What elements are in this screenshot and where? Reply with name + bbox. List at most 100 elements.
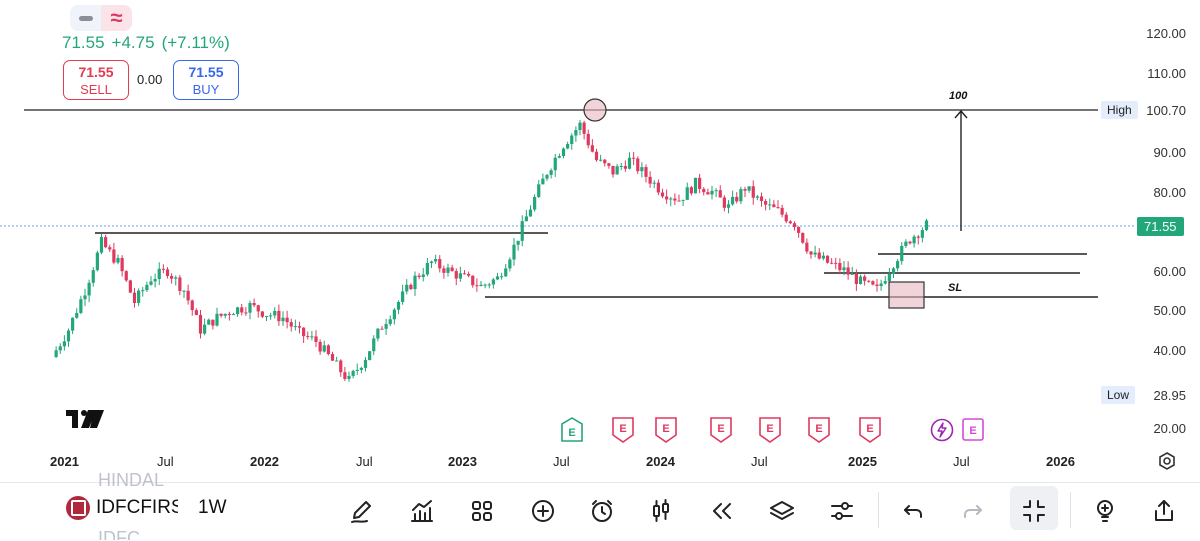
candle-body xyxy=(306,336,310,338)
price-chart[interactable]: 100 SL xyxy=(0,0,1200,482)
candle-body xyxy=(648,176,652,184)
settings-icon[interactable] xyxy=(1157,451,1177,471)
redo-icon[interactable] xyxy=(958,496,988,526)
x-tick: Jul xyxy=(751,454,768,469)
candle-body xyxy=(553,157,557,171)
candle-body xyxy=(157,268,161,280)
candle-body xyxy=(87,282,91,296)
peak-circle[interactable] xyxy=(583,98,607,122)
candle-body xyxy=(495,276,500,280)
candle-body xyxy=(413,275,417,290)
add-icon[interactable] xyxy=(528,496,558,526)
candle-body xyxy=(153,279,157,282)
candle-body xyxy=(792,223,797,228)
candle-body xyxy=(916,236,920,238)
candle-body xyxy=(289,322,293,327)
earnings-event-icon[interactable]: E xyxy=(859,417,881,443)
last-price: 71.55 xyxy=(62,33,105,52)
candle-body xyxy=(343,372,347,379)
buy-price: 71.55 xyxy=(188,64,224,80)
x-tick: Jul xyxy=(553,454,570,469)
replay-icon[interactable] xyxy=(707,496,737,526)
x-tick: 2022 xyxy=(250,454,279,469)
candle-body xyxy=(788,221,792,224)
candle-body xyxy=(850,273,854,275)
earnings-event-icon[interactable]: E xyxy=(710,417,732,443)
candle-body xyxy=(504,268,508,277)
candle-body xyxy=(780,207,784,215)
candle-body xyxy=(755,196,759,198)
candle-body xyxy=(619,166,623,168)
candle-body xyxy=(578,122,582,131)
candle-body xyxy=(120,257,124,272)
collapse-icon[interactable] xyxy=(1019,496,1049,526)
candle-body xyxy=(887,273,891,282)
candle-body xyxy=(438,259,442,269)
candle-body xyxy=(388,319,392,325)
target-label: 100 xyxy=(949,90,968,102)
low-tag-value: 28.95 xyxy=(1153,388,1186,403)
price-change-pct: (+7.11%) xyxy=(161,33,230,52)
earnings-event-icon[interactable]: E xyxy=(759,417,781,443)
symbol-selector[interactable]: IDFCFIRS xyxy=(66,496,178,520)
wave-icon[interactable]: ≈ xyxy=(101,5,132,31)
candle-body xyxy=(392,309,396,320)
symbol-scroll-prev[interactable]: HINDAL xyxy=(98,470,165,490)
high-tag-value: 100.70 xyxy=(1146,103,1186,118)
candle-body xyxy=(137,290,141,303)
candle-body xyxy=(574,130,578,136)
symbol-scroll-next[interactable]: IDFC xyxy=(98,528,140,540)
candles-icon[interactable] xyxy=(646,496,676,526)
candle-body xyxy=(809,251,813,255)
candle-body xyxy=(743,189,747,191)
event-icon[interactable]: E xyxy=(962,417,984,443)
candle-body xyxy=(685,187,689,200)
candle-body xyxy=(896,261,900,269)
candle-body xyxy=(673,198,677,201)
interval-button[interactable]: 1W xyxy=(198,497,227,518)
pen-icon[interactable] xyxy=(347,496,377,526)
candle-body xyxy=(830,262,834,264)
candle-series xyxy=(54,120,929,382)
candle-body xyxy=(479,284,483,287)
candle-body xyxy=(425,263,429,275)
earnings-event-icon[interactable]: E xyxy=(808,417,830,443)
bottom-zone-rect[interactable] xyxy=(888,281,925,309)
candle-body xyxy=(240,307,244,313)
undo-icon[interactable] xyxy=(898,496,928,526)
y-tick: 110.00 xyxy=(1147,66,1186,81)
y-tick: 90.00 xyxy=(1153,145,1186,160)
sell-button[interactable]: 71.55 SELL xyxy=(63,60,129,100)
svg-text:E: E xyxy=(717,423,724,435)
candle-body xyxy=(846,267,850,275)
candle-body xyxy=(256,305,260,312)
idea-icon[interactable] xyxy=(1090,496,1120,526)
earnings-event-icon[interactable]: E xyxy=(612,417,634,443)
candle-body xyxy=(223,313,227,316)
earnings-event-icon[interactable]: E xyxy=(561,417,583,443)
candle-body xyxy=(722,197,726,208)
candle-body xyxy=(182,290,186,292)
minimize-icon[interactable] xyxy=(70,5,101,31)
candle-body xyxy=(446,267,450,273)
candle-body xyxy=(165,269,170,277)
candle-body xyxy=(203,324,207,334)
share-icon[interactable] xyxy=(1149,496,1179,526)
fullscreen-button[interactable] xyxy=(1010,486,1058,530)
indicators-icon[interactable] xyxy=(407,496,437,526)
buy-button[interactable]: 71.55 BUY xyxy=(173,60,239,100)
svg-text:E: E xyxy=(969,425,976,437)
layers-icon[interactable] xyxy=(767,496,797,526)
alarm-icon[interactable] xyxy=(587,496,617,526)
chart-type-toggle[interactable]: ≈ xyxy=(70,5,132,31)
candle-body xyxy=(632,157,636,159)
candle-body xyxy=(693,177,698,194)
settings-sliders-icon[interactable] xyxy=(827,496,857,526)
candle-body xyxy=(500,276,504,278)
candle-body xyxy=(95,252,99,271)
lightning-event-icon[interactable] xyxy=(930,417,954,443)
y-tick: 60.00 xyxy=(1153,264,1186,279)
layout-grid-icon[interactable] xyxy=(467,496,497,526)
candle-body xyxy=(215,313,219,326)
earnings-event-icon[interactable]: E xyxy=(655,417,677,443)
